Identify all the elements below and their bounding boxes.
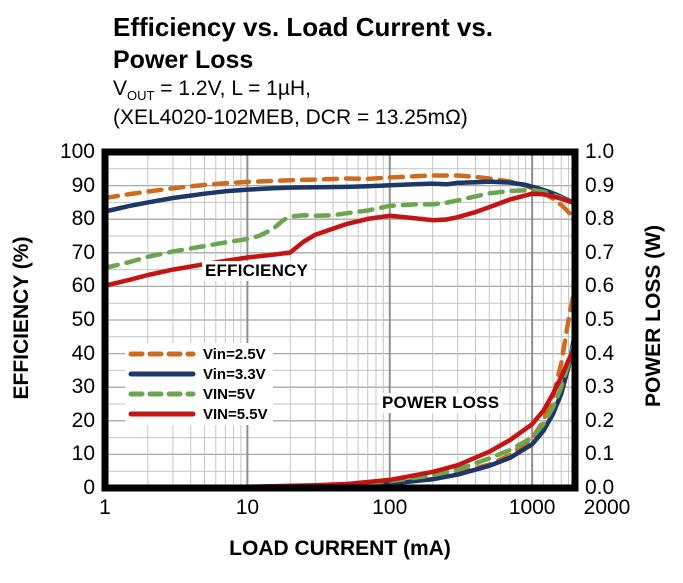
x-tick: 100 (372, 496, 408, 519)
y-left-tick: 80 (71, 207, 95, 231)
series-vin-5.5v-efficiency (102, 191, 578, 288)
y-right-tick: 0.6 (585, 274, 615, 298)
plot-border (101, 148, 579, 492)
vout-subscript: OUT (127, 88, 155, 104)
y-right-tick: 1.0 (585, 140, 615, 163)
y-right-tick: 0.5 (585, 308, 615, 331)
y-left-tick: 90 (71, 173, 95, 197)
series-vin-3.3v-efficiency (102, 179, 578, 214)
y-left-tick: 20 (71, 408, 95, 432)
legend-label: Vin=2.5V (203, 345, 266, 363)
legend: Vin=2.5V Vin=3.3V VIN=5V VIN=5.5V (125, 343, 273, 425)
y-left-tick: 0 (83, 476, 95, 499)
vout-conditions: = 1.2V, L = 1µH, (154, 77, 311, 101)
chart-title-line2: Power Loss (113, 45, 254, 74)
legend-line-sample (128, 351, 196, 357)
legend-line-sample (128, 391, 196, 397)
x-axis-title: LOAD CURRENT (mA) (229, 537, 451, 560)
x-tick: 2000 (583, 496, 631, 519)
y-left-tick: 30 (71, 375, 95, 399)
y-left-tick: 10 (71, 442, 95, 466)
legend-item: Vin=3.3V (128, 364, 268, 384)
y-left-tick: 40 (71, 341, 95, 365)
y-left-axis-title: EFFICIENCY (%) (10, 236, 33, 400)
y-right-tick: 0.1 (585, 442, 615, 466)
y-right-tick: 0.8 (585, 207, 615, 231)
title-block: Efficiency vs. Load Current vs. Power Lo… (113, 12, 493, 130)
legend-item: VIN=5.5V (128, 404, 268, 424)
vout-symbol: V (113, 77, 128, 101)
chart-subtitle-line2: (XEL4020-102MEB, DCR = 13.25mΩ) (113, 105, 468, 129)
y-left-tick: 60 (71, 274, 95, 298)
legend-label: VIN=5.5V (203, 405, 268, 423)
y-right-axis-title: POWER LOSS (W) (642, 225, 665, 407)
y-right-tick: 0.3 (585, 375, 615, 399)
y-right-tick: 0.7 (585, 240, 615, 264)
legend-label: Vin=3.3V (203, 365, 266, 383)
efficiency-label: EFFICIENCY (202, 261, 312, 281)
power-loss-label: POWER LOSS (379, 393, 503, 413)
chart-title-line1: Efficiency vs. Load Current vs. (113, 12, 494, 42)
chart-subtitle-line1: VOUT = 1.2V, L = 1µH, (113, 77, 493, 104)
legend-label: VIN=5V (203, 385, 256, 403)
y-right-tick: 0.9 (585, 173, 615, 197)
y-left-tick: 100 (59, 140, 95, 163)
x-tick: 1000 (508, 496, 556, 519)
x-tick: 1 (99, 496, 111, 519)
legend-line-sample (128, 411, 196, 417)
legend-item: VIN=5V (128, 384, 268, 404)
y-right-tick: 0.4 (585, 341, 615, 365)
legend-line-sample (128, 371, 196, 377)
x-tick: 10 (235, 496, 260, 519)
y-right-tick: 0.2 (585, 408, 615, 432)
y-left-tick: 50 (71, 308, 95, 331)
y-left-tick: 70 (71, 240, 95, 264)
series-vin-2.5v-efficiency (102, 173, 578, 222)
legend-item: Vin=2.5V (128, 344, 268, 364)
series-vin-5v-efficiency (102, 187, 578, 271)
y-right-tick: 0.0 (585, 476, 615, 499)
